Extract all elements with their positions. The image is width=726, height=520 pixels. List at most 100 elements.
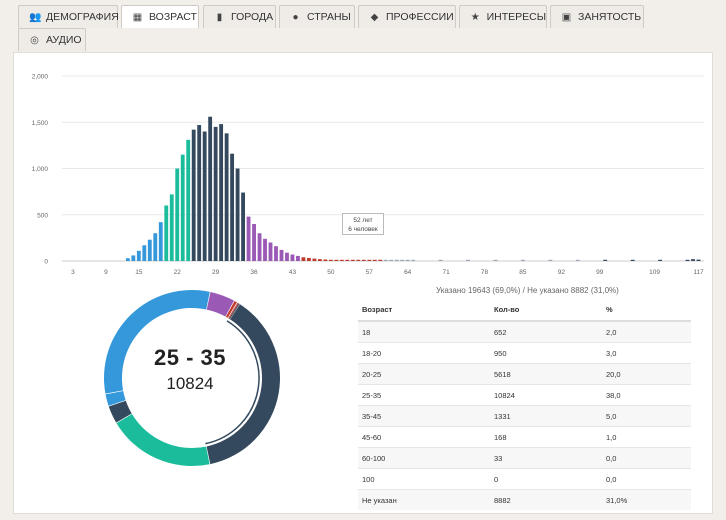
tab-age[interactable]: ▦ Возраст: [121, 5, 199, 28]
histogram-bar[interactable]: [142, 245, 147, 261]
histogram-bar[interactable]: [350, 259, 355, 261]
donut-slice[interactable]: [229, 303, 241, 320]
histogram-bar[interactable]: [191, 129, 196, 261]
donut-slice[interactable]: [206, 302, 280, 465]
histogram-bar[interactable]: [328, 259, 333, 261]
tab-interests[interactable]: ★ Интересы: [459, 5, 547, 28]
histogram-bar[interactable]: [372, 259, 377, 261]
histogram-bar[interactable]: [224, 133, 229, 261]
histogram-bar[interactable]: [197, 125, 202, 262]
users-icon: 👥: [29, 11, 42, 23]
histogram-bar[interactable]: [411, 259, 416, 261]
histogram-bar[interactable]: [125, 258, 130, 261]
histogram-bar[interactable]: [274, 246, 278, 261]
histogram-bar[interactable]: [394, 259, 399, 261]
histogram-bar[interactable]: [438, 259, 443, 261]
histogram-bar[interactable]: [696, 259, 701, 261]
histogram-bar[interactable]: [367, 259, 372, 261]
histogram-bar[interactable]: [301, 257, 306, 261]
tab-cities[interactable]: ▮ Города: [203, 5, 276, 28]
x-tick-label: 64: [404, 269, 412, 276]
histogram-bar[interactable]: [169, 194, 174, 261]
histogram-bar[interactable]: [213, 126, 218, 261]
tab-occupation[interactable]: ▣ Занятость: [550, 5, 644, 28]
x-tick-label: 43: [289, 269, 297, 276]
histogram-bar[interactable]: [219, 124, 224, 261]
tab-countries[interactable]: ● Страны: [279, 5, 355, 28]
histogram-bar[interactable]: [268, 242, 273, 262]
histogram-bar[interactable]: [575, 259, 580, 261]
x-tick-label: 3: [71, 269, 75, 276]
histogram-bar[interactable]: [466, 259, 470, 261]
histogram-bar[interactable]: [158, 222, 163, 261]
histogram-bar[interactable]: [521, 259, 525, 261]
histogram-bar[interactable]: [658, 259, 663, 261]
cell-percent: 20,0: [602, 363, 691, 385]
histogram-bar[interactable]: [548, 259, 553, 261]
histogram-bar[interactable]: [312, 258, 317, 261]
histogram-bar[interactable]: [175, 168, 180, 262]
histogram-bar[interactable]: [345, 259, 350, 261]
donut-slice[interactable]: [206, 291, 235, 317]
histogram-bar[interactable]: [180, 154, 185, 261]
cell-age: 18: [358, 320, 490, 343]
histogram-bar[interactable]: [383, 259, 388, 261]
histogram-bar[interactable]: [164, 205, 169, 262]
histogram-bar[interactable]: [279, 249, 284, 261]
histogram-bar[interactable]: [389, 259, 394, 261]
tab-label: Возраст: [149, 11, 197, 23]
histogram-bar[interactable]: [685, 259, 690, 261]
tab-professions[interactable]: ◆ Профессии: [358, 5, 456, 28]
histogram-bar[interactable]: [153, 233, 158, 261]
histogram-bar[interactable]: [296, 255, 300, 261]
donut-slice[interactable]: [228, 302, 239, 319]
histogram-bar[interactable]: [136, 250, 141, 261]
donut-slice[interactable]: [104, 290, 210, 394]
donut-slice[interactable]: [116, 414, 210, 466]
histogram-bar[interactable]: [339, 259, 344, 261]
y-tick-label: 1,500: [32, 120, 49, 127]
histogram-bar[interactable]: [202, 131, 207, 262]
histogram-bar[interactable]: [241, 192, 245, 261]
histogram-bar[interactable]: [603, 259, 608, 261]
histogram-bar[interactable]: [356, 259, 361, 261]
histogram-bar[interactable]: [285, 252, 289, 261]
histogram-bar[interactable]: [378, 259, 383, 261]
tab-label: Занятость: [578, 11, 642, 23]
tooltip-age: 52 лет: [353, 217, 373, 224]
tab-demography[interactable]: 👥 Демография: [18, 5, 119, 28]
histogram-bar[interactable]: [493, 259, 498, 261]
cell-age: 100: [358, 468, 490, 490]
histogram-bar[interactable]: [246, 216, 251, 261]
histogram-bar[interactable]: [147, 239, 152, 261]
histogram-bar[interactable]: [400, 259, 405, 261]
histogram-bar[interactable]: [186, 139, 191, 261]
tab-label: Интересы: [486, 11, 546, 23]
histogram-bar[interactable]: [323, 259, 328, 261]
histogram-bar[interactable]: [235, 168, 240, 262]
cell-percent: 2,0: [602, 320, 691, 343]
cell-percent: 3,0: [602, 342, 691, 364]
cell-percent: 1,0: [602, 426, 691, 448]
donut-slice[interactable]: [225, 301, 237, 318]
histogram-bar[interactable]: [131, 255, 136, 261]
histogram-bar[interactable]: [257, 233, 262, 261]
tooltip-count: 6 человек: [348, 226, 378, 233]
histogram-bar[interactable]: [317, 259, 322, 261]
histogram-bar[interactable]: [290, 254, 295, 261]
histogram-bar[interactable]: [334, 259, 339, 261]
histogram-bar[interactable]: [361, 259, 366, 261]
histogram-bar[interactable]: [208, 116, 213, 261]
histogram-bar[interactable]: [405, 259, 410, 261]
histogram-bar[interactable]: [307, 258, 311, 261]
table-row: 25-35 10824 38,0: [358, 384, 691, 406]
histogram-bar[interactable]: [630, 259, 635, 261]
histogram-bar[interactable]: [691, 259, 695, 261]
tab-audio[interactable]: ◎ Аудио: [18, 28, 86, 51]
histogram-bar[interactable]: [252, 224, 256, 261]
donut-slice[interactable]: [105, 390, 126, 406]
histogram-bar[interactable]: [263, 238, 267, 261]
tab-label: Профессии: [386, 11, 454, 23]
histogram-bar[interactable]: [230, 153, 235, 261]
donut-slice[interactable]: [108, 400, 132, 423]
